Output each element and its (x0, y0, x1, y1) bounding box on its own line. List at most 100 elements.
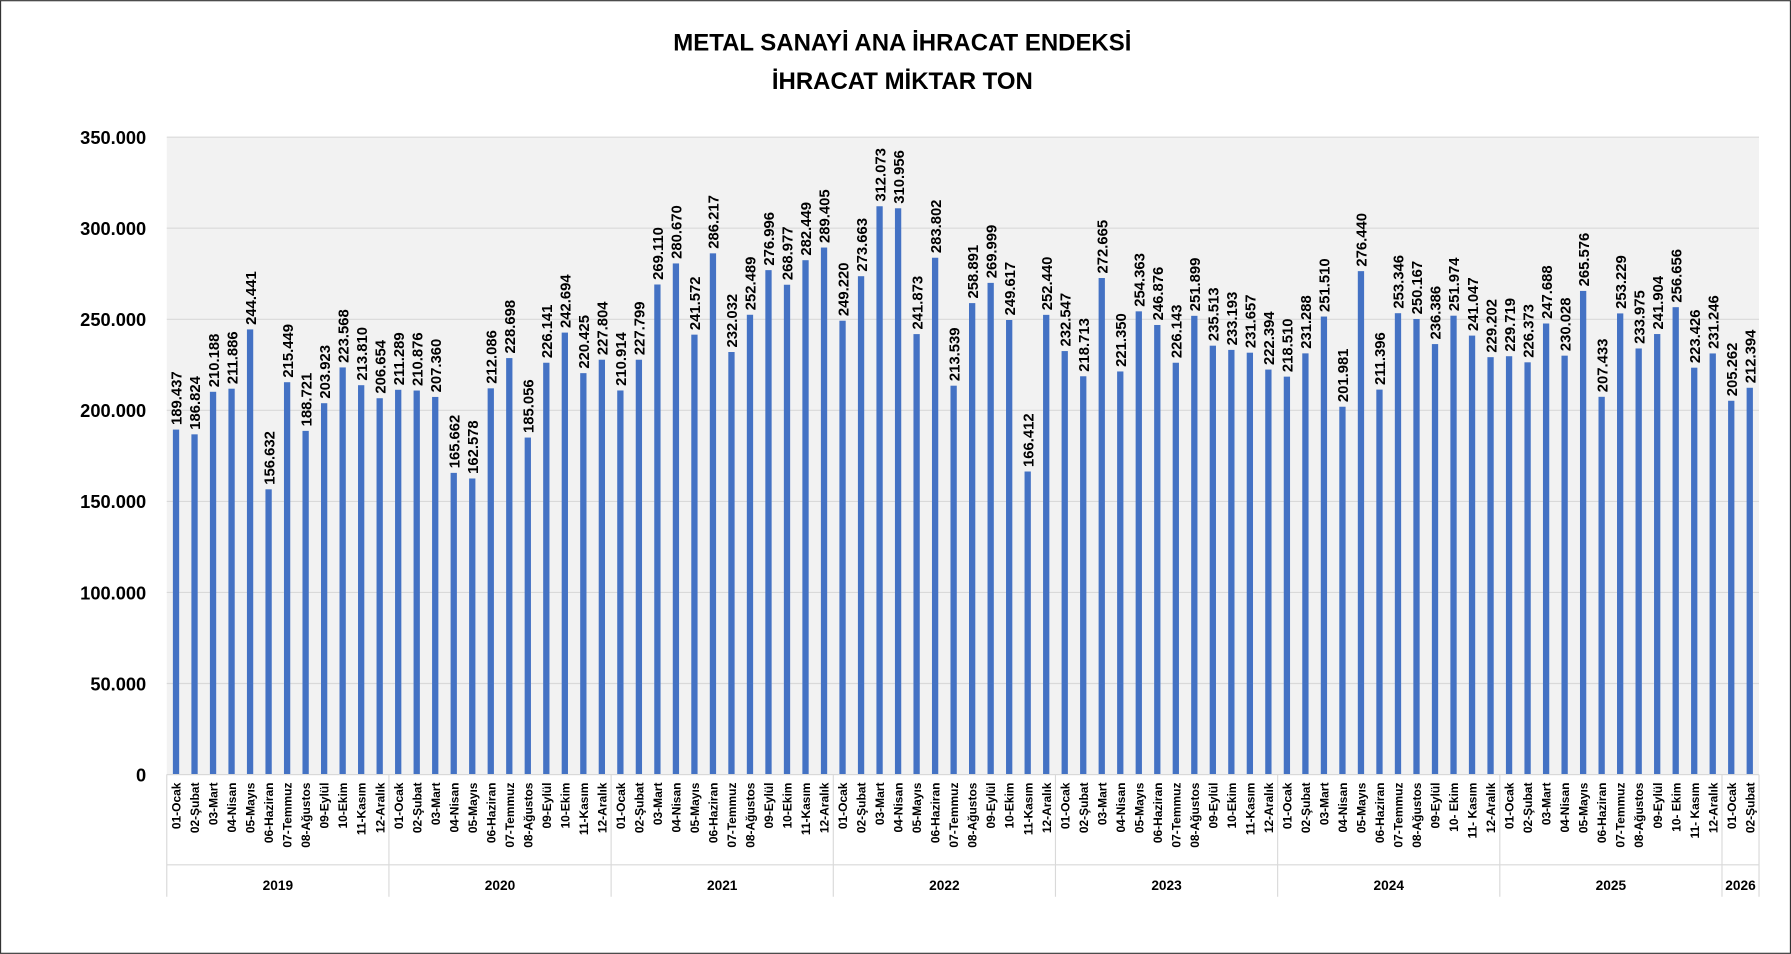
value-label: 276.440 (1355, 213, 1371, 267)
value-label: 312.073 (873, 148, 889, 202)
value-label: 156.632 (262, 431, 278, 485)
x-tick-label: 05-Mayıs (244, 782, 258, 833)
chart-title: METAL SANAYİ ANA İHRACAT ENDEKSİ (673, 29, 1131, 56)
x-tick-label: 06-Haziran (1151, 783, 1165, 844)
bar (802, 260, 809, 775)
value-label: 218.713 (1077, 318, 1093, 372)
x-tick-label: 04-Nisan (1558, 783, 1572, 833)
x-tick-label: 10-Ekim (558, 783, 572, 829)
year-label: 2025 (1596, 878, 1627, 893)
x-tick-label: 09-Eylül (318, 783, 332, 829)
x-tick-label: 07-Temmuz (1169, 783, 1183, 848)
year-label: 2024 (1373, 878, 1404, 893)
bar (1080, 376, 1087, 775)
value-label: 207.360 (429, 339, 445, 393)
x-tick-label: 06-Haziran (1373, 783, 1387, 844)
x-tick-label: 01-Ocak (836, 782, 850, 829)
x-tick-label: 07-Temmuz (503, 783, 517, 848)
bar (1468, 335, 1476, 775)
value-label: 310.956 (892, 150, 908, 204)
x-tick-label: 11-Kasım (1243, 783, 1257, 836)
x-tick-label: 12-Aralık (1484, 782, 1498, 833)
x-tick-label: 10-Ekim (781, 783, 795, 829)
bar (672, 263, 680, 775)
y-tick-label: 0 (136, 764, 146, 785)
value-label: 269.110 (651, 227, 667, 280)
x-tick-label: 02-Şubat (632, 783, 646, 834)
x-tick-label: 02-Şubat (1521, 783, 1535, 834)
bar (376, 398, 383, 775)
value-label: 241.047 (1466, 277, 1482, 331)
year-label: 2026 (1725, 878, 1756, 893)
bar (283, 382, 291, 775)
x-tick-label: 03-Mart (207, 783, 221, 826)
x-tick-label: 11-Kasım (799, 783, 813, 836)
x-tick-label: 06-Haziran (484, 783, 498, 844)
x-tick-label: 09-Eylül (1206, 783, 1220, 829)
value-label: 211.289 (392, 332, 408, 385)
bar (1135, 311, 1142, 775)
value-label: 253.346 (1392, 255, 1408, 309)
x-tick-label: 10- Ekim (1669, 783, 1683, 832)
x-tick-label: 01-Ocak (614, 782, 628, 829)
bar (1376, 389, 1383, 775)
bar (820, 247, 828, 775)
value-label: 186.824 (188, 375, 204, 429)
bar (543, 362, 550, 775)
value-label: 228.698 (503, 300, 519, 354)
bar (1746, 387, 1753, 775)
value-label: 251.899 (1188, 258, 1204, 312)
bar (765, 270, 772, 775)
x-tick-label: 11- Kasım (1688, 783, 1702, 839)
y-tick-label: 50.000 (90, 673, 146, 694)
plot-area (166, 137, 1760, 775)
bar (746, 314, 754, 775)
value-label: 249.617 (1003, 262, 1019, 316)
x-tick-label: 11- Kasım (1466, 783, 1480, 839)
bar (469, 478, 476, 775)
bar (1431, 344, 1439, 775)
bar (1357, 271, 1365, 775)
x-tick-label: 01-Ocak (1058, 782, 1072, 829)
x-tick-label: 12-Aralık (1706, 782, 1720, 833)
bar (1154, 324, 1161, 775)
value-label: 273.663 (855, 218, 871, 272)
x-tick-label: 01-Ocak (1280, 782, 1294, 829)
x-tick-label: 06-Haziran (262, 783, 276, 844)
value-label: 226.141 (540, 305, 556, 359)
value-label: 252.440 (1040, 257, 1056, 311)
x-tick-label: 04-Nisan (447, 783, 461, 833)
year-label: 2019 (263, 878, 294, 893)
bar (487, 388, 494, 775)
bar (1098, 278, 1105, 775)
value-label: 247.688 (1540, 265, 1556, 319)
bar (506, 358, 513, 775)
x-tick-label: 12-Aralık (818, 782, 832, 833)
x-tick-label: 03-Mart (1317, 783, 1331, 826)
value-label: 210.188 (207, 334, 223, 388)
value-label: 227.799 (633, 302, 649, 356)
y-tick-label: 350.000 (80, 127, 146, 148)
x-tick-label: 08-Ağustos (1188, 782, 1202, 848)
bar (950, 385, 957, 775)
bar (265, 489, 272, 775)
value-label: 203.923 (318, 345, 334, 399)
value-label: 244.441 (244, 271, 260, 325)
x-tick-label: 09-Eylül (1651, 783, 1665, 829)
bar (913, 334, 920, 775)
x-tick-label: 02-Şubat (410, 783, 424, 834)
chart-subtitle: İHRACAT MİKTAR TON (772, 68, 1033, 95)
value-label: 211.396 (1373, 332, 1389, 385)
bar (395, 389, 402, 775)
bar (1265, 369, 1272, 775)
bar (635, 359, 643, 775)
x-tick-label: 08-Ağustos (744, 782, 758, 848)
y-tick-label: 200.000 (80, 400, 146, 421)
x-tick-label: 02-Şubat (188, 783, 202, 834)
bar (1209, 345, 1216, 775)
value-label: 241.873 (910, 276, 926, 330)
value-label: 210.876 (410, 332, 426, 386)
value-label: 241.572 (688, 276, 704, 330)
bar (1635, 348, 1642, 775)
bar (1413, 318, 1420, 775)
